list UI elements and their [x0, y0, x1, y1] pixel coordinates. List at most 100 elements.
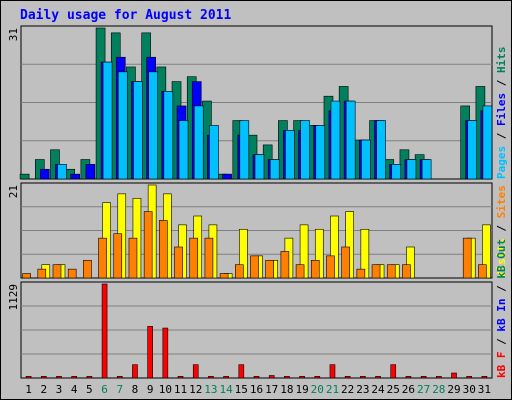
bar-middle-sites-24	[371, 264, 381, 279]
legend-entry-bottom-4: kB Out	[495, 239, 508, 279]
x-tick-label-26: 26	[402, 383, 415, 396]
bar-bottom-kb-f-24	[375, 376, 381, 379]
bar-bottom-kb-f-3	[56, 376, 62, 379]
ymax-label-bottom: 1129	[7, 284, 20, 311]
bar-top-pages-9	[148, 71, 158, 180]
bar-bottom-kb-f-26	[405, 376, 412, 379]
bar-bottom-kb-f-30	[466, 376, 473, 379]
bar-top-files-5	[85, 164, 96, 180]
x-tick-label-30: 30	[463, 383, 476, 396]
legend-entry-bottom-2: kB In	[495, 299, 508, 332]
bar-bottom-kb-f-16	[253, 376, 260, 379]
bar-middle-sites-13	[204, 237, 214, 279]
bar-bottom-kb-f-28	[436, 376, 442, 379]
x-tick-label-9: 9	[147, 383, 154, 396]
legend-entry-top-2: Files	[495, 93, 508, 126]
bar-top-pages-18	[285, 129, 295, 180]
bar-top-pages-22	[345, 100, 356, 180]
bar-bottom-kb-f-4	[71, 376, 77, 379]
bar-middle-sites-4	[67, 268, 77, 279]
bar-top-pages-19	[300, 120, 310, 180]
bar-top-pages-21	[330, 100, 341, 180]
bar-bottom-kb-f-31	[481, 376, 488, 379]
bar-middle-sites-18	[280, 251, 290, 279]
bar-bottom-kb-f-9	[147, 326, 153, 379]
legend-bottom: kB F / kB In / kB Out	[495, 239, 508, 378]
bar-top-pages-26	[406, 159, 417, 180]
bar-top-pages-6	[102, 61, 113, 180]
x-tick-label-24: 24	[371, 383, 385, 396]
legend-entry-top-3: /	[495, 73, 508, 93]
bar-top-pages-7	[117, 71, 128, 180]
bar-top-hits-1	[19, 173, 30, 180]
bar-bottom-kb-f-1	[25, 376, 32, 379]
legend-middle: Visits / Sites	[495, 185, 508, 278]
bar-bottom-kb-f-18	[284, 376, 290, 379]
x-tick-label-15: 15	[235, 383, 248, 396]
bar-top-pages-15	[239, 120, 250, 180]
x-tick-label-17: 17	[265, 383, 278, 396]
bar-bottom-kb-f-25	[390, 364, 397, 379]
x-tick-label-10: 10	[159, 383, 172, 396]
x-tick-label-19: 19	[295, 383, 308, 396]
x-tick-label-6: 6	[101, 383, 108, 396]
bar-middle-sites-16	[250, 255, 259, 279]
x-tick-label-16: 16	[250, 383, 263, 396]
x-tick-label-22: 22	[341, 383, 354, 396]
legend-entry-middle-0: Visits	[495, 238, 508, 278]
bar-middle-sites-7	[113, 233, 123, 279]
bar-top-pages-11	[178, 120, 189, 180]
bar-bottom-kb-f-2	[40, 376, 47, 379]
bar-middle-sites-22	[341, 246, 350, 279]
bar-middle-sites-31	[478, 264, 487, 279]
bar-middle-sites-15	[235, 264, 244, 279]
bar-middle-sites-12	[189, 237, 199, 279]
bar-bottom-kb-f-6	[101, 283, 108, 379]
bar-bottom-kb-f-8	[132, 364, 138, 379]
bar-top-pages-20	[315, 125, 326, 180]
x-tick-label-23: 23	[356, 383, 369, 396]
bar-bottom-kb-f-29	[451, 372, 457, 379]
bar-top-pages-31	[482, 105, 493, 180]
bar-bottom-kb-f-7	[116, 376, 123, 379]
bar-bottom-kb-f-17	[268, 375, 275, 379]
bar-middle-sites-21	[326, 255, 335, 279]
ymax-label-top: 31	[7, 28, 20, 41]
bar-top-pages-24	[376, 120, 386, 180]
x-tick-label-4: 4	[71, 383, 78, 396]
bar-middle-sites-6	[98, 237, 107, 279]
bar-top-files-4	[70, 173, 80, 180]
bar-bottom-kb-f-13	[208, 376, 214, 379]
bar-top-pages-12	[193, 105, 204, 180]
bar-top-files-2	[39, 168, 50, 180]
x-tick-label-5: 5	[86, 383, 93, 396]
bar-bottom-kb-f-14	[223, 376, 229, 379]
bar-top-pages-23	[361, 139, 371, 180]
bar-middle-sites-25	[386, 264, 396, 279]
legend-top: Pages / Files / Hits	[495, 47, 508, 180]
bar-middle-sites-9	[143, 211, 153, 279]
bar-bottom-kb-f-12	[192, 364, 199, 379]
x-tick-label-27: 27	[417, 383, 430, 396]
bar-middle-sites-14	[219, 273, 229, 279]
x-tick-label-21: 21	[326, 383, 339, 396]
chart-title: Daily usage for August 2011	[20, 8, 231, 23]
bar-middle-sites-26	[402, 264, 411, 279]
x-tick-label-13: 13	[204, 383, 217, 396]
bar-middle-sites-23	[356, 268, 366, 279]
bar-middle-sites-5	[83, 259, 92, 279]
bar-top-pages-30	[467, 120, 478, 180]
bar-top-pages-25	[391, 164, 402, 180]
bar-bottom-kb-f-19	[299, 376, 305, 379]
bar-top-pages-27	[421, 159, 432, 180]
legend-entry-middle-2: Sites	[495, 185, 508, 218]
bar-top-pages-8	[133, 81, 143, 180]
x-tick-label-1: 1	[25, 383, 32, 396]
legend-entry-bottom-1: /	[495, 332, 508, 352]
x-tick-label-25: 25	[387, 383, 400, 396]
bar-top-pages-3	[57, 164, 67, 180]
bar-middle-sites-2	[37, 268, 47, 279]
x-tick-label-3: 3	[56, 383, 63, 396]
